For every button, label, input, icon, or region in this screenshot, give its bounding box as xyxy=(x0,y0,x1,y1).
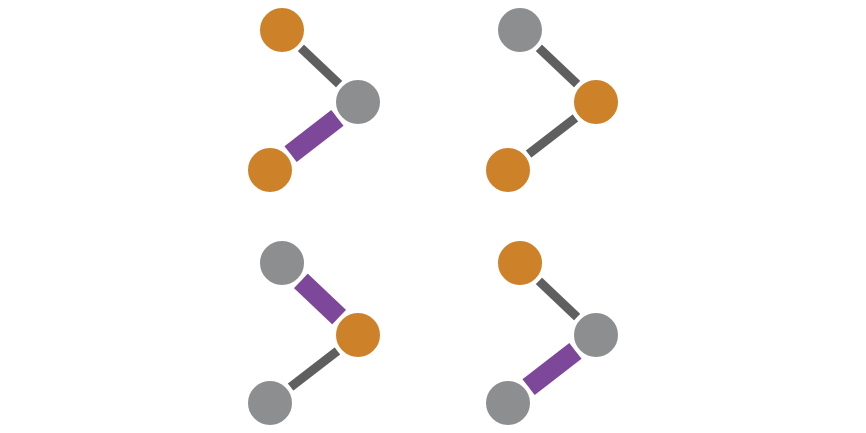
node-a-gray xyxy=(494,4,546,56)
graph-bottom-right xyxy=(482,237,622,429)
edge-a-b xyxy=(535,44,581,88)
edge-a-b-highlighted xyxy=(293,273,347,325)
graph-top-left xyxy=(244,4,384,196)
node-c-gray xyxy=(244,377,296,429)
graph-bottom-left xyxy=(244,237,384,429)
node-c-orange xyxy=(482,144,534,196)
edge-b-c-highlighted xyxy=(284,109,344,163)
edge-a-b xyxy=(535,277,581,321)
node-b-gray xyxy=(570,309,622,361)
edge-b-c xyxy=(287,347,341,391)
node-a-orange xyxy=(494,237,546,289)
graph-top-right xyxy=(482,4,622,196)
node-c-gray xyxy=(482,377,534,429)
node-b-gray xyxy=(332,76,384,128)
edge-a-b xyxy=(297,44,343,88)
node-c-orange xyxy=(244,144,296,196)
node-a-gray xyxy=(256,237,308,289)
node-b-orange xyxy=(332,309,384,361)
edge-b-c xyxy=(525,114,579,158)
edge-b-c-highlighted xyxy=(522,342,582,396)
node-b-orange xyxy=(570,76,622,128)
node-a-orange xyxy=(256,4,308,56)
